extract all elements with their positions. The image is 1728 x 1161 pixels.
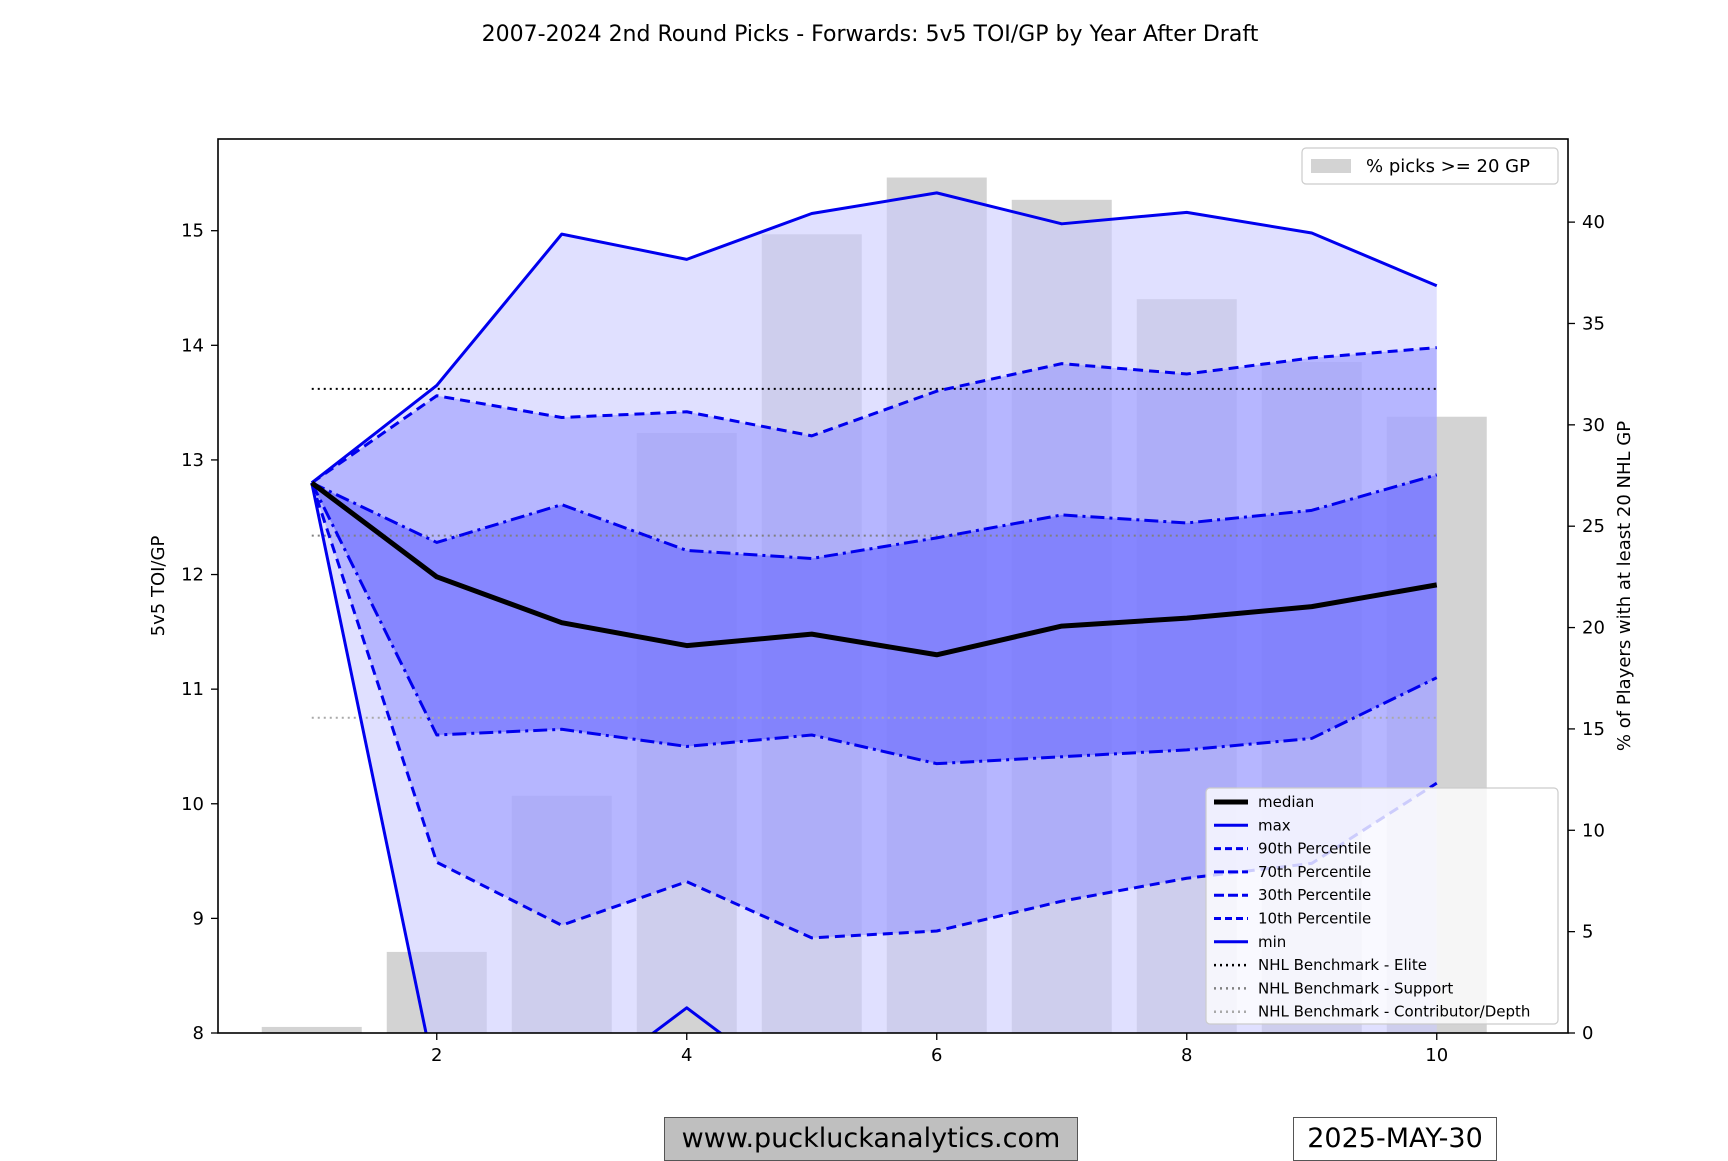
y2-tick-label: 0: [1582, 1023, 1593, 1044]
series-line-median: [310, 480, 1438, 658]
legend-label: 70th Percentile: [1258, 863, 1371, 881]
line-legend: median max 90th Percentile 70th Percentile 3…: [1205, 787, 1559, 1025]
y-tick-label: 11: [181, 679, 204, 700]
y-tick-label: 8: [193, 1023, 204, 1044]
y2-axis-label: % of Players with at least 20 NHL GP: [1614, 421, 1635, 751]
chart-title: 2007-2024 2nd Round Picks - Forwards: 5v…: [482, 22, 1259, 47]
band-30-70: [311, 474, 1437, 764]
y2-tick-label: 10: [1582, 820, 1605, 841]
y-tick-label: 12: [181, 565, 204, 586]
series-line-30th-percentile: [310, 482, 1438, 766]
legend-label: max: [1258, 816, 1291, 834]
y2-tick-label: 35: [1582, 313, 1605, 334]
legend-label: 10th Percentile: [1258, 910, 1371, 928]
x-tick-label: 8: [1181, 1045, 1192, 1066]
y-tick-label: 14: [181, 335, 204, 356]
y-axis-label: 5v5 TOI/GP: [148, 536, 169, 637]
date-label: 2025-MAY-30: [1293, 1117, 1497, 1161]
ticks-layer: 2 4 6 8 10 8 9 10 11 12 13 14 15 0 5 10 15 20 25 30 35 40: [181, 212, 1605, 1066]
benchmark-layer: [311, 387, 1437, 719]
y2-tick-label: 20: [1582, 618, 1605, 639]
series-line-max: [310, 191, 1438, 485]
legend-label: 90th Percentile: [1258, 840, 1371, 858]
y2-tick-label: 5: [1582, 922, 1593, 943]
legend-label: min: [1258, 933, 1286, 951]
bar-year-1: [261, 1026, 362, 1033]
y2-tick-label: 40: [1582, 212, 1605, 233]
bar-legend-box: [1301, 147, 1559, 185]
y2-tick-label: 25: [1582, 516, 1605, 537]
plot-frame: [217, 138, 1569, 1034]
legend-label: median: [1258, 793, 1314, 811]
bar-legend-label: % picks >= 20 GP: [1366, 156, 1530, 177]
legend-label: NHL Benchmark - Contributor/Depth: [1258, 1003, 1530, 1021]
legend-label: NHL Benchmark - Elite: [1258, 956, 1427, 974]
x-tick-label: 2: [431, 1045, 442, 1066]
x-tick-label: 4: [681, 1045, 692, 1066]
series-line-90th-percentile: [310, 346, 1437, 485]
x-tick-label: 6: [931, 1045, 942, 1066]
legend-label: 30th Percentile: [1258, 886, 1371, 904]
y-tick-label: 15: [181, 221, 204, 242]
bar-legend-swatch: [1311, 159, 1351, 173]
legend-label: NHL Benchmark - Support: [1258, 979, 1453, 997]
y-tick-label: 9: [193, 908, 204, 929]
website-label: www.puckluckanalytics.com: [664, 1117, 1078, 1161]
y2-tick-label: 15: [1582, 719, 1605, 740]
y-tick-label: 10: [181, 794, 204, 815]
x-tick-label: 10: [1425, 1045, 1448, 1066]
bar-legend: % picks >= 20 GP: [1301, 147, 1559, 185]
y-tick-label: 13: [181, 450, 204, 471]
line-legend-box: [1205, 787, 1559, 1025]
y2-tick-label: 30: [1582, 415, 1605, 436]
